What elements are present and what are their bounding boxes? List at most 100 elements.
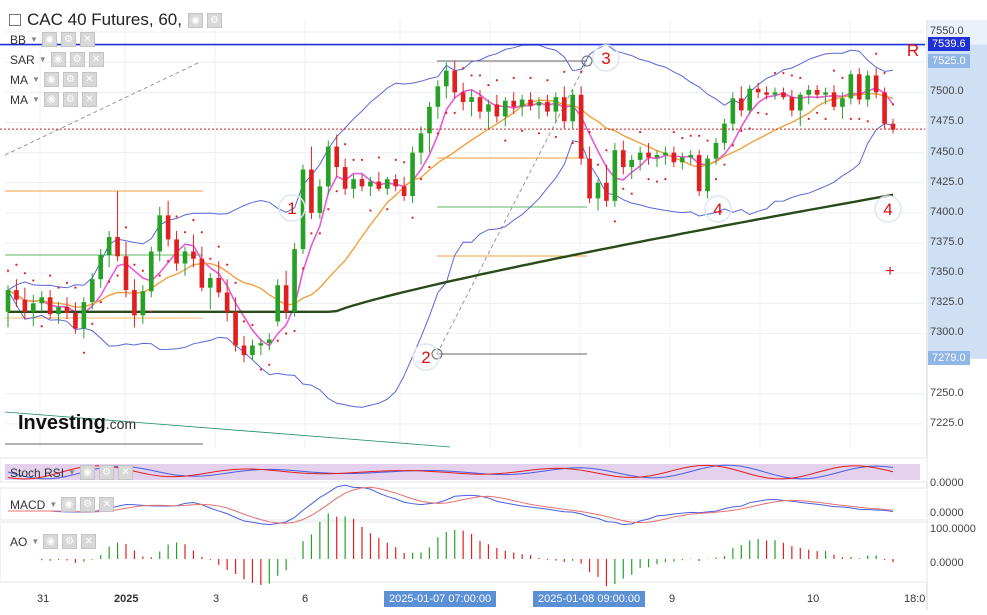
chart-annotation: 2 bbox=[421, 348, 430, 367]
gear-icon[interactable]: ⚙ bbox=[80, 497, 96, 512]
candle-body bbox=[435, 86, 441, 107]
indicator-bb[interactable]: BB ▼ ◉ ⚙ ✕ bbox=[10, 32, 95, 47]
gear-icon[interactable]: ⚙ bbox=[69, 52, 85, 67]
dropdown-arrow-icon[interactable]: ▼ bbox=[38, 55, 47, 64]
sar-dot bbox=[571, 141, 574, 145]
chart-annotation: 4 bbox=[883, 200, 892, 219]
candle-body bbox=[182, 251, 188, 264]
panel-label: MACD bbox=[10, 497, 46, 512]
sar-dot bbox=[757, 111, 760, 114]
sar-dot bbox=[883, 71, 886, 75]
dropdown-arrow-icon[interactable]: ▼ bbox=[68, 468, 76, 477]
gear-icon[interactable]: ⚙ bbox=[98, 465, 114, 480]
gear-icon[interactable]: ⚙ bbox=[60, 32, 76, 47]
indicator-label: MA bbox=[10, 72, 28, 87]
gear-icon[interactable]: ⚙ bbox=[62, 92, 78, 107]
candle-body bbox=[115, 237, 120, 257]
sar-dot bbox=[655, 180, 659, 183]
candle-body bbox=[258, 343, 264, 346]
close-icon[interactable]: ✕ bbox=[81, 534, 97, 549]
close-icon[interactable]: ✕ bbox=[88, 52, 104, 67]
candle-body bbox=[325, 146, 331, 187]
candle-body bbox=[317, 186, 323, 213]
sar-dot bbox=[99, 301, 102, 304]
close-icon[interactable]: ✕ bbox=[81, 92, 97, 107]
indicator-ma-2[interactable]: MA ▼ ◉ ⚙ ✕ bbox=[10, 92, 97, 107]
eye-icon[interactable]: ◉ bbox=[43, 534, 59, 549]
candle-body bbox=[519, 99, 525, 107]
sar-dot bbox=[858, 117, 861, 120]
dropdown-arrow-icon[interactable]: ▼ bbox=[49, 500, 58, 509]
candle bbox=[22, 287, 28, 319]
sar-dot bbox=[470, 74, 473, 77]
candle-body bbox=[250, 345, 255, 356]
sar-dot bbox=[150, 310, 153, 313]
price-tick-label: 7225.0 bbox=[930, 416, 964, 429]
ma-long-line bbox=[8, 193, 894, 313]
sar-dot bbox=[285, 332, 288, 335]
candle bbox=[393, 174, 399, 192]
indicator-label: MA bbox=[10, 92, 28, 107]
candle bbox=[191, 234, 196, 268]
price-tick-label: 7475.0 bbox=[930, 115, 964, 128]
candle-body bbox=[89, 279, 95, 303]
eye-icon[interactable]: ◉ bbox=[43, 92, 59, 107]
dropdown-arrow-icon[interactable]: ▼ bbox=[32, 75, 40, 84]
panel-ao[interactable]: AO ▼ ◉ ⚙ ✕ bbox=[10, 534, 97, 549]
gear-icon[interactable]: ⚙ bbox=[206, 12, 222, 28]
candle bbox=[873, 68, 879, 99]
candle-body bbox=[561, 97, 567, 122]
sar-dot bbox=[478, 74, 482, 77]
sar-dot bbox=[310, 232, 313, 235]
candle-body bbox=[890, 123, 896, 130]
gear-icon[interactable]: ⚙ bbox=[62, 72, 78, 87]
candle-body bbox=[309, 169, 314, 213]
sar-dot bbox=[74, 286, 77, 289]
eye-icon[interactable]: ◉ bbox=[50, 52, 66, 67]
close-icon[interactable]: ✕ bbox=[79, 32, 95, 47]
price-tick-label: 7250.0 bbox=[930, 386, 964, 399]
candle-body bbox=[73, 312, 78, 329]
indicator-ma-1[interactable]: MA ▼ ◉ ⚙ ✕ bbox=[10, 72, 97, 87]
annotation-ring bbox=[412, 343, 440, 371]
sar-dot bbox=[554, 135, 557, 139]
gear-icon[interactable]: ⚙ bbox=[62, 534, 78, 549]
candle bbox=[89, 273, 95, 310]
candle-body bbox=[528, 99, 533, 106]
ao-axis-label-top: 100.0000 bbox=[930, 523, 976, 535]
candle-body bbox=[376, 181, 382, 189]
close-icon[interactable]: ✕ bbox=[117, 465, 133, 480]
sar-dot bbox=[49, 274, 52, 277]
candle-body bbox=[629, 159, 635, 168]
investing-logo: Investing.com bbox=[18, 412, 137, 434]
sar-dot bbox=[15, 263, 18, 266]
dropdown-arrow-icon[interactable]: ▼ bbox=[31, 537, 40, 546]
eye-icon[interactable]: ◉ bbox=[187, 12, 203, 28]
candle-body bbox=[494, 104, 500, 117]
indicator-sar[interactable]: SAR ▼ ◉ ⚙ ✕ bbox=[10, 52, 104, 67]
sar-dot bbox=[765, 112, 768, 116]
dropdown-arrow-icon[interactable]: ▼ bbox=[30, 35, 38, 44]
candle-body bbox=[486, 104, 491, 112]
candle bbox=[351, 174, 356, 199]
sar-dot bbox=[824, 117, 827, 120]
close-icon[interactable]: ✕ bbox=[99, 497, 115, 512]
candle-body bbox=[39, 297, 45, 304]
chart-annotation: 1 bbox=[287, 199, 296, 218]
eye-icon[interactable]: ◉ bbox=[61, 497, 77, 512]
candle-body bbox=[679, 157, 685, 163]
panel-macd[interactable]: MACD ▼ ◉ ⚙ ✕ bbox=[10, 497, 115, 512]
eye-icon[interactable]: ◉ bbox=[43, 72, 59, 87]
panel-stoch-rsi[interactable]: Stoch RSI ▼ ◉ ⚙ ✕ bbox=[10, 465, 133, 480]
candle bbox=[519, 94, 525, 117]
eye-icon[interactable]: ◉ bbox=[79, 465, 95, 480]
eye-icon[interactable]: ◉ bbox=[41, 32, 57, 47]
sar-dot bbox=[158, 274, 161, 277]
candle-body bbox=[688, 155, 694, 158]
collapse-icon[interactable] bbox=[9, 14, 21, 26]
dropdown-arrow-icon[interactable]: ▼ bbox=[32, 95, 40, 104]
close-icon[interactable]: ✕ bbox=[81, 72, 97, 87]
sar-dot bbox=[706, 139, 709, 142]
annotation-ring bbox=[874, 195, 902, 223]
